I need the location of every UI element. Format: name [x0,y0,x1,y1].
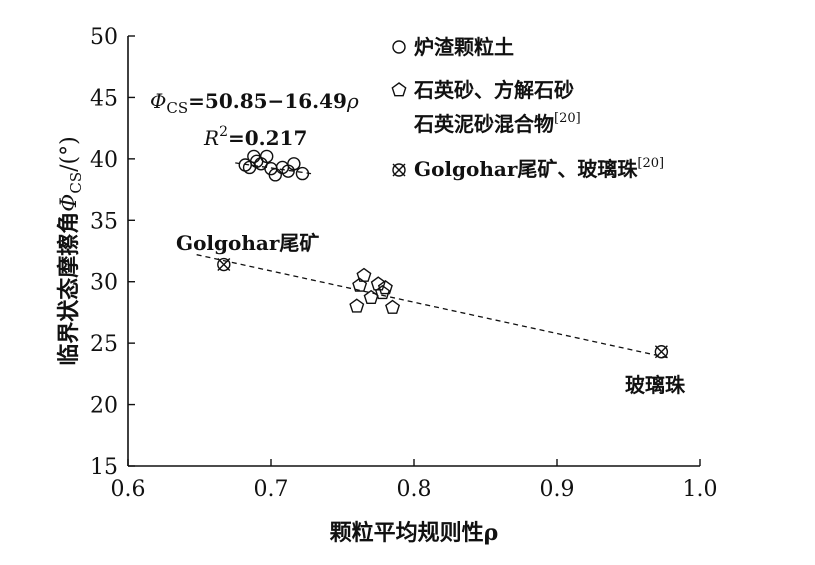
fit-line-1 [196,254,669,359]
fit-line-0 [235,162,312,175]
legend: 炉渣颗粒土 石英砂、方解石砂 石英泥砂混合物[20] Golgohar尾矿、玻璃… [391,35,664,181]
legend-label-sand-line2: 石英泥砂混合物[20] [413,111,581,136]
data-points [217,149,669,359]
data-point-s2-1 [654,345,669,359]
y-tick-label-7: 50 [90,25,118,50]
r-squared-label: R2=0.217 [203,124,307,150]
x-axis-title: 颗粒平均规则性ρ [330,520,499,546]
data-point-s0-10 [287,157,301,171]
golgohar-label: Golgohar尾矿 [176,231,319,255]
fit-lines [196,162,669,359]
data-point-s1-2 [356,267,372,282]
x-tick-label-2: 0.8 [397,477,432,502]
x-tick-label-4: 1.0 [683,477,718,502]
data-point-s0-7 [268,168,282,182]
data-point-s1-5 [375,284,391,300]
legend-label-slag: 炉渣颗粒土 [414,35,514,59]
y-tick-label-4: 35 [90,209,118,234]
data-point-s1-1 [352,277,368,292]
data-point-s0-5 [260,149,274,164]
x-tick-label-1: 0.7 [254,477,289,502]
y-axis-title: 临界状态摩擦角ΦCS/(°) [56,136,85,365]
legend-marker-sand [391,82,407,97]
data-point-s0-1 [242,160,257,175]
legend-label-sand-line1: 石英砂、方解石砂 [413,78,574,102]
y-tick-label-6: 45 [90,86,118,111]
y-tick-label-1: 20 [90,394,118,419]
legend-marker-slag [392,40,406,54]
legend-label-golgohar: Golgohar尾矿、玻璃珠[20] [414,156,664,181]
data-point-s1-3 [363,289,379,305]
glass-bead-label: 玻璃珠 [625,373,686,397]
legend-markers [391,40,407,177]
data-point-s2-0 [217,257,231,272]
y-tick-label-0: 15 [90,455,118,480]
x-tick-label-3: 0.9 [540,477,575,502]
y-ticks: 15 20 25 30 35 40 45 50 [90,25,135,480]
data-point-s0-11 [295,166,310,181]
data-point-s1-0 [349,298,365,313]
regression-equation: ΦCS=50.85−16.49ρ [150,89,359,117]
y-tick-label-5: 40 [90,148,118,173]
data-point-s1-7 [385,299,401,314]
legend-marker-golgohar [392,163,406,177]
x-tick-label-0: 0.6 [111,477,146,502]
x-ticks: 0.6 0.7 0.8 0.9 1.0 [111,459,718,502]
y-tick-label-3: 30 [90,271,118,296]
y-tick-label-2: 25 [90,332,118,357]
data-point-s1-6 [377,279,393,295]
